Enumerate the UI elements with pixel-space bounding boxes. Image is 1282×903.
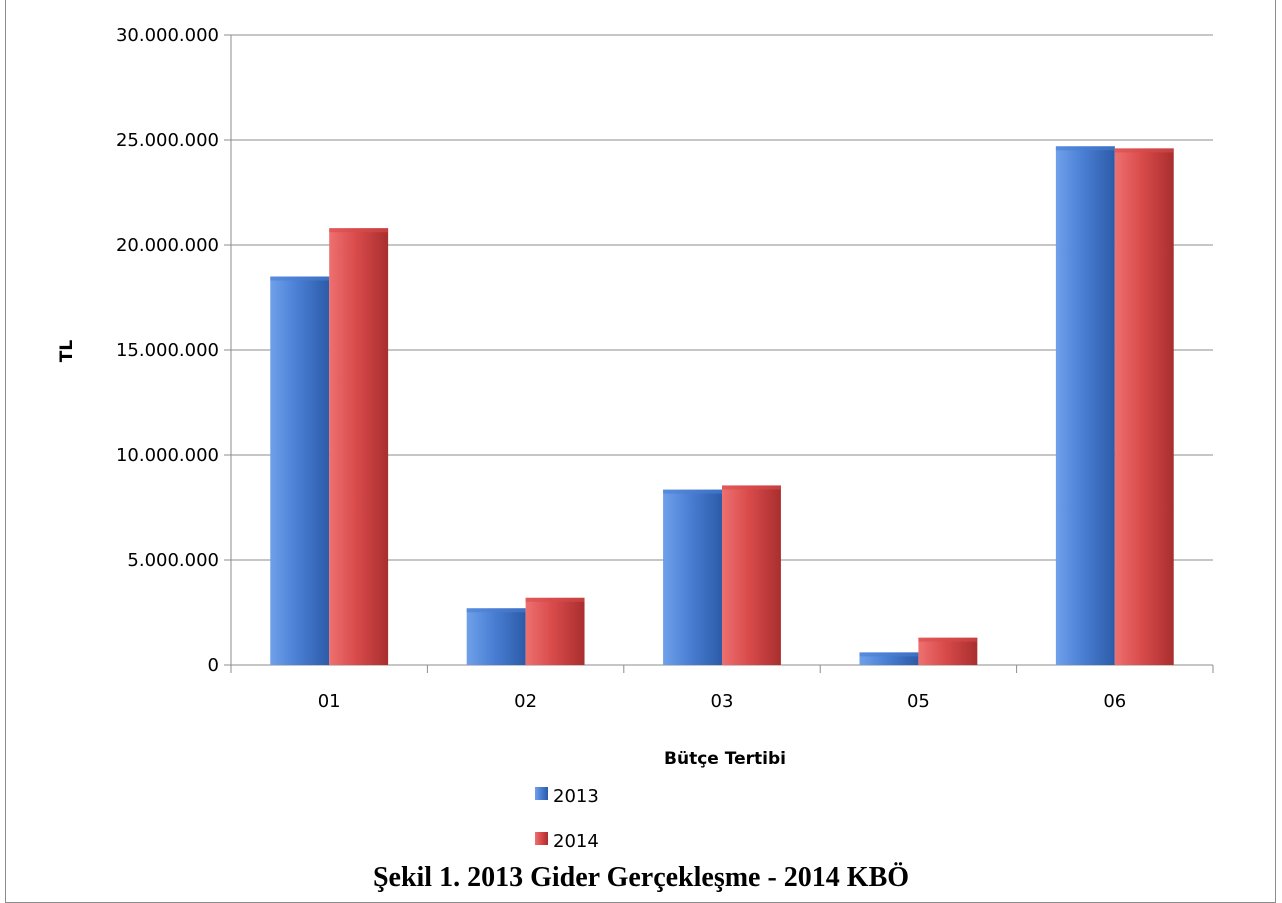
bar-2014-05 [918,637,978,665]
bar-top-2014-05 [918,637,978,642]
bar-top-2013-03 [663,489,722,494]
y-tick-label: 15.000.000 [116,340,219,361]
gridlines [231,34,1213,561]
bar-2013-01 [270,276,330,665]
bar-top-2013-05 [859,652,919,657]
bar-2013-03 [663,489,722,665]
bar-top-2014-01 [329,228,389,233]
x-tick-label: 02 [514,691,537,712]
bar-top-2014-02 [525,597,585,602]
bar-2014-03 [722,485,781,665]
legend: 2013 2014 [535,786,599,852]
bar-top-2013-06 [1055,146,1115,151]
bar-2014-06 [1114,148,1174,665]
bar-2013-02 [466,608,526,665]
bar-top-2014-06 [1114,148,1174,153]
legend-swatch-2014 [535,832,548,845]
x-tick-label: 06 [1103,691,1126,712]
y-axis-title: TL [57,340,77,363]
bars [270,146,1174,666]
bar-top-2014-03 [722,485,781,490]
y-tick-label: 5.000.000 [127,550,219,571]
y-tick-label: 30.000.000 [116,25,219,46]
x-axis-title: Bütçe Tertibi [664,749,786,769]
bar-2014-02 [525,597,585,665]
bar-2014-01 [329,228,389,665]
x-tick-label: 05 [907,691,930,712]
x-tick-label: 01 [318,691,341,712]
y-tick-label: 20.000.000 [116,235,219,256]
legend-label-2013: 2013 [553,786,599,807]
legend-label-2014: 2014 [553,831,599,852]
y-tick-label: 25.000.000 [116,130,219,151]
y-tick-labels: 0 5.000.000 10.000.000 15.000.000 20.000.000… [116,25,219,676]
bar-top-2013-02 [466,608,526,613]
x-tick-labels: 01 02 03 05 06 [318,691,1127,712]
bar-chart: 0 5.000.000 10.000.000 15.000.000 20.000.000… [57,25,1214,852]
bar-2013-06 [1055,146,1115,666]
bar-top-2013-01 [270,276,330,281]
y-tick-label: 10.000.000 [116,445,219,466]
legend-swatch-2013 [535,787,548,800]
x-tick-label: 03 [711,691,734,712]
figure-caption: Şekil 1. 2013 Gider Gerçekleşme - 2014 K… [372,862,910,893]
y-tick-label: 0 [208,655,219,676]
